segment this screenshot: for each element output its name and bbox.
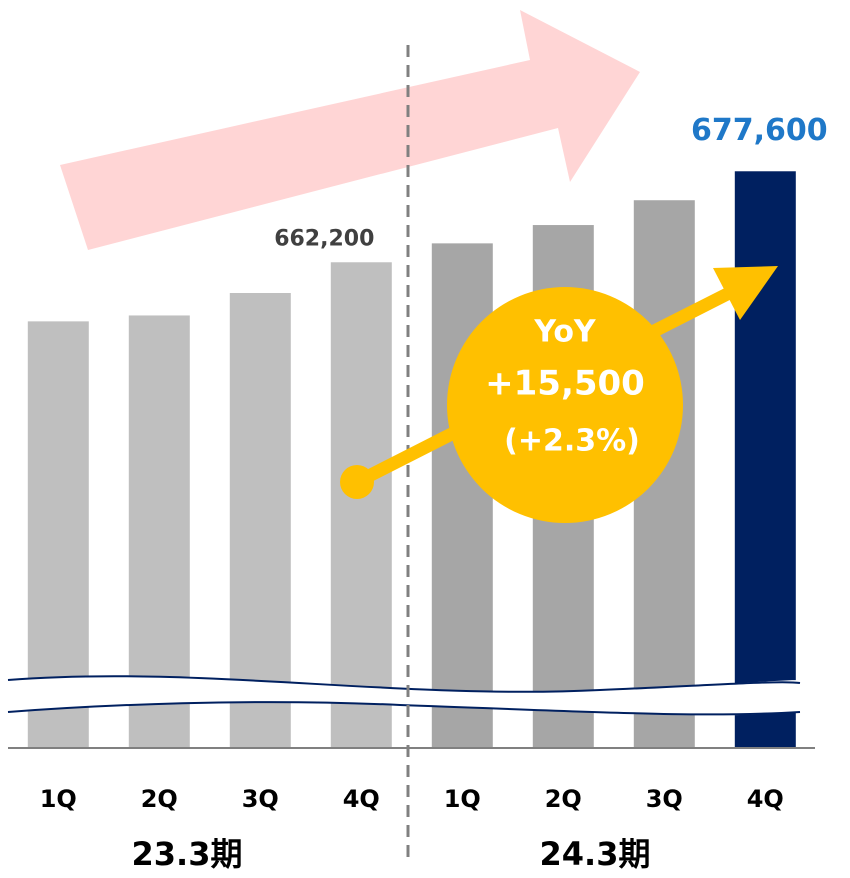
- x-tick-label: 1Q: [444, 785, 481, 813]
- x-tick-label: 2Q: [545, 785, 582, 813]
- data-label: 662,200: [274, 226, 374, 251]
- annotation: +15,500: [485, 364, 645, 404]
- trend-arrow: [60, 10, 640, 250]
- x-tick-label: 1Q: [40, 785, 77, 813]
- annotation: (+2.3%): [504, 424, 640, 459]
- yoy-arrow-start: [340, 465, 374, 499]
- data-label: 677,600: [691, 113, 828, 148]
- yoy-arrow-head: [713, 266, 778, 320]
- annotation: YoY: [533, 315, 597, 350]
- bar: [330, 262, 392, 748]
- yoy-arrow: [354, 279, 748, 488]
- axis-break: [0, 675, 801, 716]
- x-tick-label: 3Q: [646, 785, 683, 813]
- bar: [734, 171, 796, 749]
- group-label: 24.3期: [540, 835, 651, 873]
- bar: [229, 293, 291, 748]
- group-label: 23.3期: [132, 835, 243, 873]
- x-tick-label: 4Q: [343, 785, 380, 813]
- bar: [431, 243, 493, 748]
- x-tick-label: 4Q: [747, 785, 784, 813]
- x-tick-label: 2Q: [141, 785, 178, 813]
- x-tick-label: 3Q: [242, 785, 279, 813]
